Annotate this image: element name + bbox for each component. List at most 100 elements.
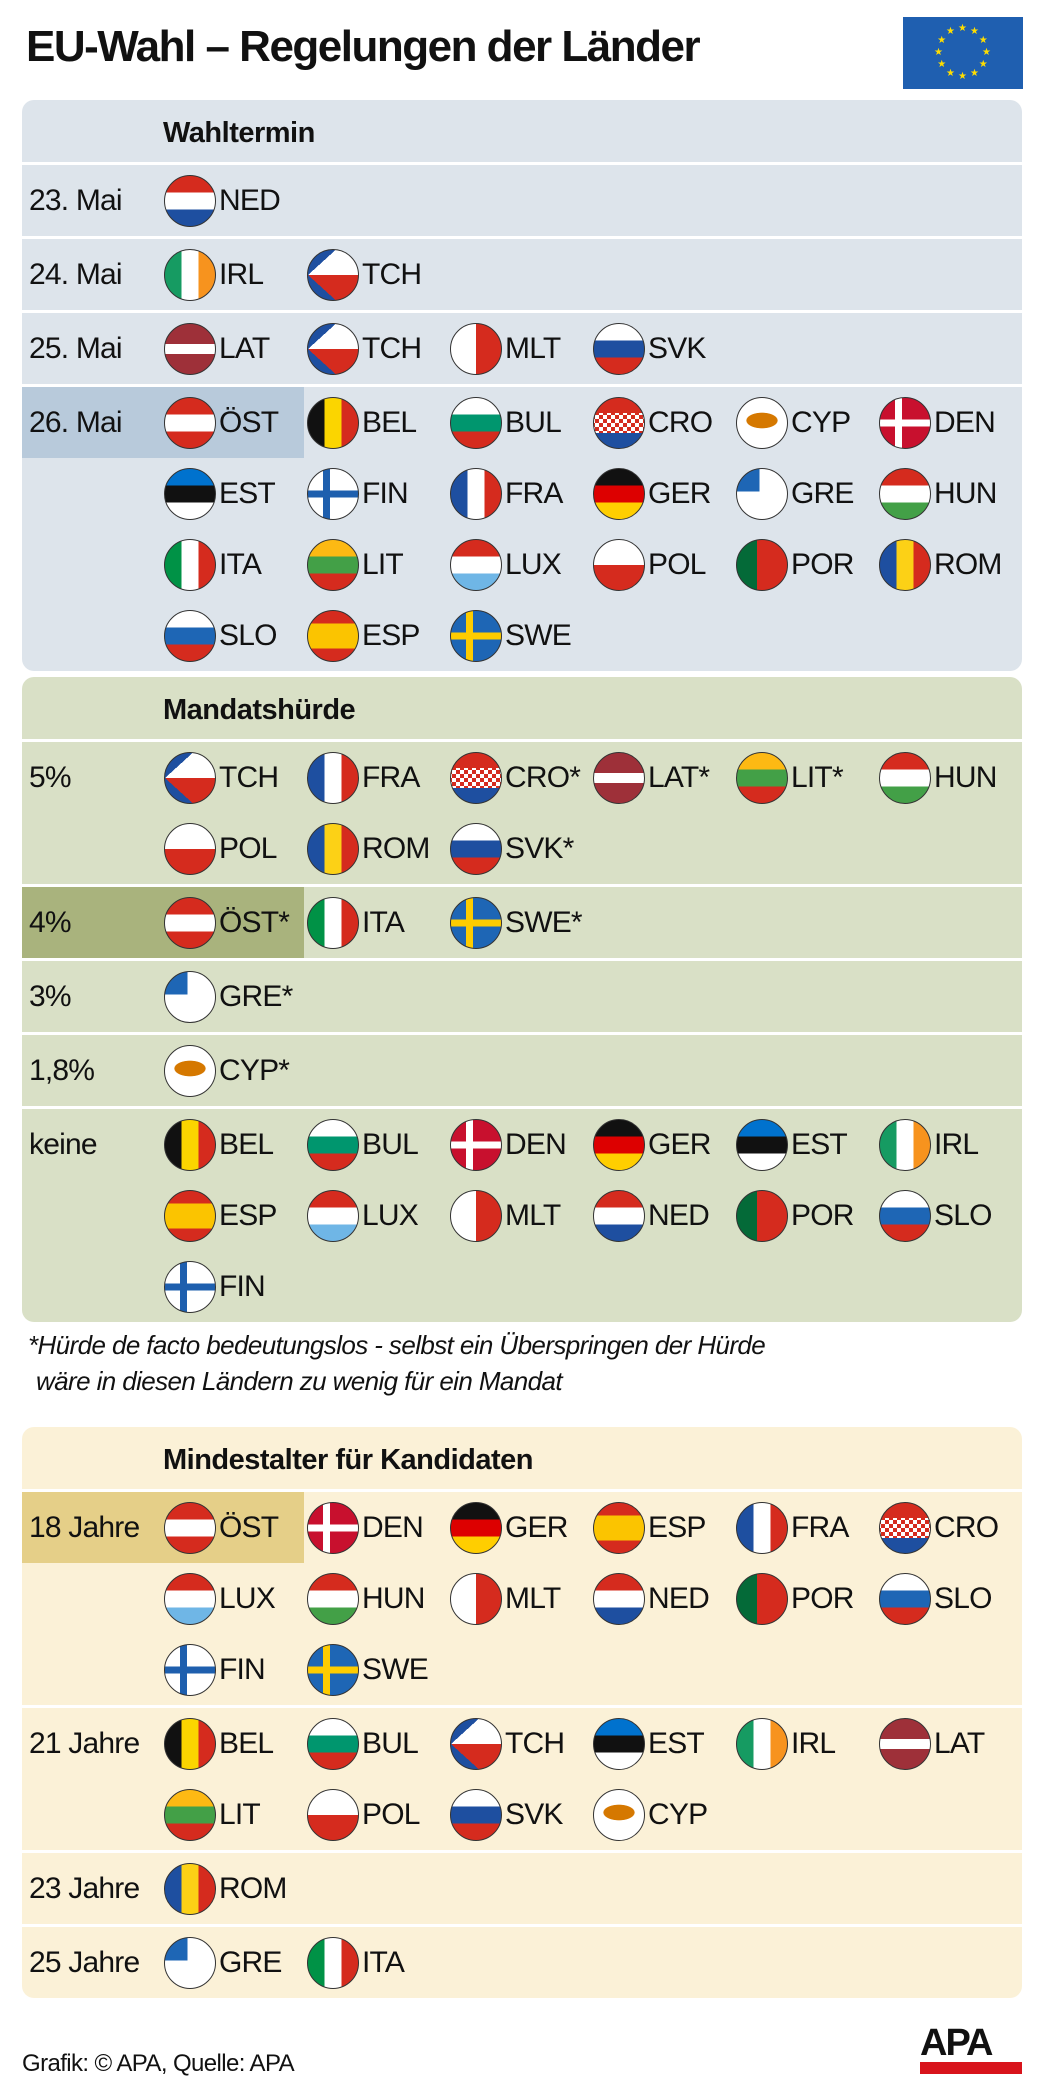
country-entry: NED (593, 1180, 736, 1251)
country-code: POL (219, 831, 277, 865)
country-code: FIN (362, 476, 409, 510)
country-code: GRE (219, 1945, 282, 1979)
country-entry: GRE (164, 1927, 307, 1998)
country-code: BEL (362, 405, 417, 439)
country-code: SLO (219, 618, 277, 652)
country-code: DEN (362, 1510, 424, 1544)
flag-bel-icon (164, 1118, 216, 1171)
country-entry: IRL (164, 239, 307, 310)
country-code: ROM (934, 547, 1002, 581)
star-icon: ★ (946, 26, 955, 38)
country-entry: CRO (879, 1492, 1022, 1563)
row-label: 24. Mai (29, 258, 123, 291)
flag-hun-icon (307, 1572, 359, 1625)
country-code: BUL (505, 405, 562, 439)
country-entry: NED (593, 1563, 736, 1634)
flag-bel-icon (307, 396, 359, 449)
star-icon: ★ (946, 67, 955, 79)
flag-rom-icon (879, 538, 931, 591)
flag-pol-icon (307, 1788, 359, 1841)
country-entry: BUL (307, 1109, 450, 1180)
flag-mlt-icon (450, 322, 502, 375)
country-code: CYP (791, 405, 851, 439)
flag-esp-icon (593, 1501, 645, 1554)
country-code: ITA (362, 1945, 405, 1979)
flag-ned-icon (593, 1572, 645, 1625)
flag-tch-icon (307, 322, 359, 375)
country-entry: GER (593, 458, 736, 529)
country-entry: LUX (307, 1180, 450, 1251)
flag-hun-icon (879, 467, 931, 520)
country-code: ESP (219, 1198, 277, 1232)
flag-den-icon (879, 396, 931, 449)
country-entry: ROM (879, 529, 1022, 600)
star-icon: ★ (982, 47, 991, 58)
country-entry: CYP* (164, 1035, 307, 1106)
flag-svk-icon (593, 322, 645, 375)
country-entry: GER (450, 1492, 593, 1563)
section-header: Mandatshürde (22, 677, 1022, 742)
table-row: 5% TCH FRA CRO* LAT* LIT* HUN POL ROM SVK* (22, 742, 1022, 887)
country-code: FRA (505, 476, 563, 510)
table-row: keine BEL BUL DEN GER EST IRL ESP LUX MLT NED POR SL… (22, 1109, 1022, 1322)
flag-swe-icon (450, 609, 502, 662)
country-entry: LAT (879, 1708, 1022, 1779)
country-code: TCH (505, 1726, 565, 1760)
section-mandatshuerde: Mandatshürde 5% TCH FRA CRO* LAT* LIT* HUN POL RO… (22, 677, 1022, 1322)
row-label: 1,8% (29, 1054, 95, 1087)
country-code: ÖST (219, 1510, 279, 1544)
flag-est-icon (593, 1717, 645, 1770)
country-code: ESP (362, 618, 420, 652)
row-highlight (22, 887, 304, 958)
section-header: Mindestalter für Kandidaten (22, 1427, 1022, 1492)
flag-lux-icon (450, 538, 502, 591)
country-code: DEN (934, 405, 996, 439)
country-entry: FIN (164, 1251, 307, 1322)
country-entry: FIN (164, 1634, 307, 1705)
country-code: HUN (934, 476, 997, 510)
country-code: TCH (219, 760, 279, 794)
flag-mlt-icon (450, 1572, 502, 1625)
country-code: EST (648, 1726, 705, 1760)
country-entry: ÖST* (164, 887, 307, 958)
flag-cyp-icon (164, 1044, 216, 1097)
flag-ger-icon (593, 1118, 645, 1171)
country-code: LIT* (791, 760, 844, 794)
country-code: GER (648, 1127, 711, 1161)
flag-lux-icon (307, 1189, 359, 1242)
flag-fra-icon (307, 751, 359, 804)
country-code: NED (219, 183, 281, 217)
section-wahltermin: Wahltermin 23. Mai NED 24. Mai IRL TCH 25. Mai… (22, 100, 1022, 671)
country-code: NED (648, 1198, 710, 1232)
country-entry: ESP (307, 600, 450, 671)
flag-slo-icon (164, 609, 216, 662)
eu-flag-icon: ★ ★ ★ ★ ★ ★ ★ ★ ★ ★ ★ ★ (903, 17, 1023, 89)
flag-esp-icon (307, 609, 359, 662)
table-row: 26. Mai ÖST BEL BUL CRO CYP DEN EST FIN FRA GER GRE… (22, 387, 1022, 671)
country-code: GRE (791, 476, 854, 510)
country-entry: DEN (307, 1492, 450, 1563)
table-row: 25. Mai LAT TCH MLT SVK (22, 313, 1022, 387)
country-entry: TCH (307, 239, 450, 310)
country-entry: EST (593, 1708, 736, 1779)
country-entry: LIT* (736, 742, 879, 813)
table-row: 21 Jahre BEL BUL TCH EST IRL LAT LIT POL SVK CYP (22, 1708, 1022, 1853)
country-entry: BEL (164, 1109, 307, 1180)
country-code: ITA (219, 547, 262, 581)
flag-gre-icon (736, 467, 788, 520)
country-code: MLT (505, 1198, 561, 1232)
source-credit: Grafik: © APA, Quelle: APA (22, 2050, 295, 2077)
flag-mlt-icon (450, 1189, 502, 1242)
country-entry: SVK (450, 1779, 593, 1850)
country-code: POL (362, 1797, 420, 1831)
country-code: CRO (648, 405, 713, 439)
apa-logo-text: APA (920, 2022, 993, 2064)
country-code: TCH (362, 257, 422, 291)
country-entry: POR (736, 1180, 879, 1251)
country-entry: LIT (307, 529, 450, 600)
country-code: ÖST* (219, 905, 290, 939)
country-code: LAT* (648, 760, 710, 794)
star-icon: ★ (958, 23, 967, 34)
country-code: SVK (648, 331, 706, 365)
flag-ita-icon (164, 538, 216, 591)
